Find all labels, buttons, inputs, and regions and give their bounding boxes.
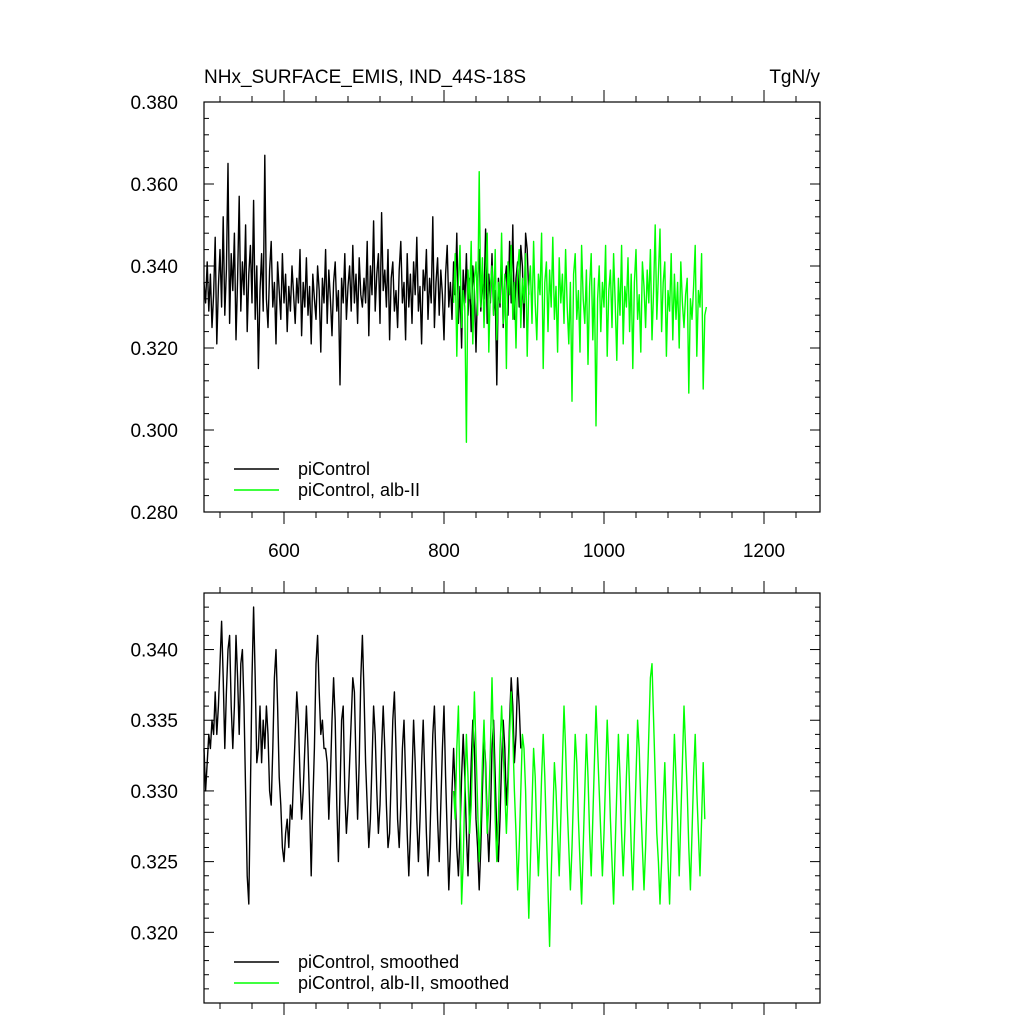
y-tick-label: 0.325 [130,853,178,874]
bottom-panel-frame [203,592,821,1004]
bottom-panel: 0.320 0.325 0.330 0.335 0.340 piControl, smo… [130,581,821,1015]
chart-title-right: TgN/y [769,67,820,88]
y-tick-label: 0.340 [130,641,178,662]
top-panel-ticks: 0.280 0.300 0.320 0.340 0.360 0.380 600 800 1000… [130,90,820,562]
top-panel-legend: piControl piControl, alb-II [234,459,420,500]
y-tick-label: 0.280 [130,503,178,524]
y-tick-label: 0.320 [130,339,178,360]
x-tick-label: 1000 [583,541,625,562]
x-tick-label: 600 [268,541,300,562]
y-tick-label: 0.360 [130,175,178,196]
series-line-picontrol-alb-ii-smoothed [452,663,706,948]
y-tick-label: 0.340 [130,257,178,278]
series-line-picontrol [203,154,530,386]
series-line-picontrol-smoothed [203,606,522,905]
x-tick-label: 1200 [743,541,785,562]
y-tick-label: 0.335 [130,711,178,732]
top-panel-series [203,154,708,443]
bottom-panel-legend: piControl, smoothed piControl, alb-II, s… [234,952,509,993]
top-panel-frame [203,101,821,513]
y-tick-label: 0.300 [130,421,178,442]
y-tick-label: 0.330 [130,782,178,803]
bottom-panel-series [203,606,706,948]
y-tick-label: 0.380 [130,93,178,114]
legend-label-alb-ii-smoothed: piControl, alb-II, smoothed [298,973,509,993]
x-tick-label: 800 [428,541,460,562]
top-panel: NHx_SURFACE_EMIS, IND_44S-18S TgN/y 0.28… [130,67,821,562]
legend-label-alb-ii: piControl, alb-II [298,480,420,500]
y-tick-label: 0.320 [130,923,178,944]
legend-label-picontrol: piControl [298,459,370,479]
bottom-panel-ticks: 0.320 0.325 0.330 0.335 0.340 [130,581,820,1015]
chart-title-left: NHx_SURFACE_EMIS, IND_44S-18S [204,67,526,88]
series-line-picontrol-alb-ii [452,170,708,443]
legend-label-picontrol-smoothed: piControl, smoothed [298,952,459,972]
